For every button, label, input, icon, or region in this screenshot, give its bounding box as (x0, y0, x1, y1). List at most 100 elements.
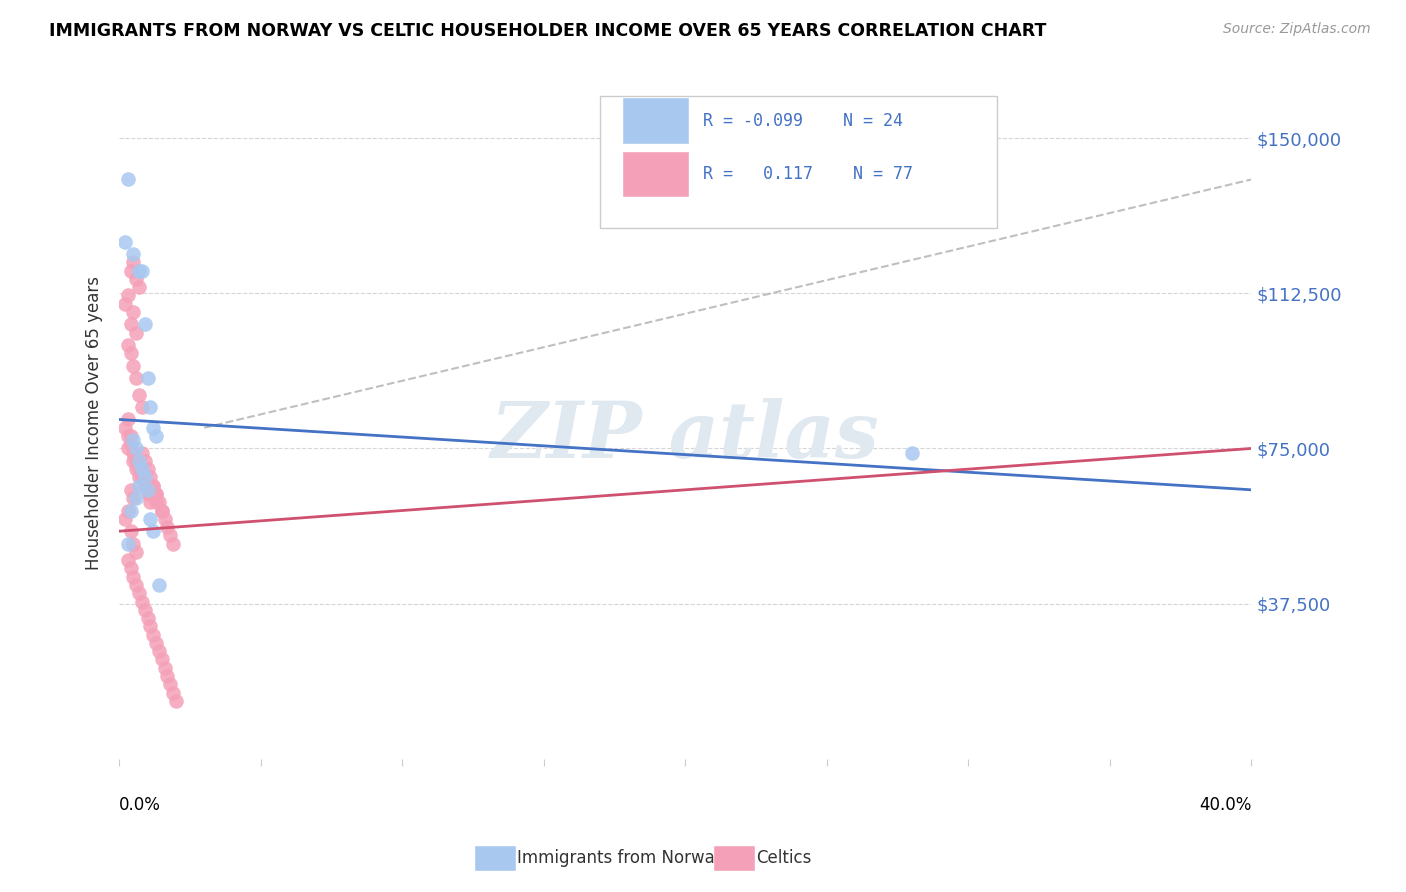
Point (125, 462, 148, 476)
Point (125, 272, 148, 286)
Point (131, 263, 153, 277)
Point (122, 454, 145, 468)
Point (128, 263, 150, 277)
Point (145, 636, 167, 650)
Point (125, 545, 148, 559)
Text: ZIP atlas: ZIP atlas (491, 398, 880, 475)
Point (139, 512, 162, 526)
Point (120, 524, 142, 539)
Point (128, 462, 150, 476)
Point (125, 326, 148, 340)
Point (142, 478, 165, 492)
Point (125, 454, 148, 468)
Point (142, 478, 165, 492)
Point (148, 578, 170, 592)
Point (139, 487, 162, 501)
Point (122, 255, 145, 269)
Point (131, 445, 153, 459)
Point (136, 611, 159, 625)
Point (153, 512, 176, 526)
Point (120, 263, 142, 277)
Point (900, 445, 922, 459)
Point (134, 478, 156, 492)
Point (128, 478, 150, 492)
Point (159, 528, 181, 542)
Point (131, 400, 153, 414)
Point (122, 433, 145, 447)
Point (142, 421, 165, 435)
Point (128, 462, 150, 476)
Text: 40.0%: 40.0% (1199, 796, 1251, 814)
Point (122, 359, 145, 373)
Point (122, 305, 145, 319)
Text: R =   0.117    N = 77: R = 0.117 N = 77 (703, 165, 914, 184)
Point (122, 445, 145, 459)
Point (150, 652, 173, 666)
Point (120, 429, 142, 443)
Point (148, 495, 170, 509)
Point (117, 429, 139, 443)
FancyBboxPatch shape (600, 96, 997, 227)
Point (136, 462, 159, 476)
Point (134, 478, 156, 492)
Point (150, 503, 173, 517)
Point (165, 694, 187, 708)
Point (117, 503, 139, 517)
FancyBboxPatch shape (623, 152, 689, 197)
Point (122, 536, 145, 550)
Text: Celtics: Celtics (756, 849, 811, 867)
Point (125, 371, 148, 385)
Point (136, 487, 159, 501)
Point (142, 627, 165, 641)
Point (122, 570, 145, 584)
Point (142, 524, 165, 539)
Point (162, 685, 184, 699)
Point (120, 437, 142, 451)
Point (117, 536, 139, 550)
Point (148, 644, 170, 658)
Point (134, 318, 156, 332)
Point (139, 400, 162, 414)
Point (117, 553, 139, 567)
Y-axis label: Householder Income Over 65 years: Householder Income Over 65 years (86, 276, 103, 570)
Point (120, 346, 142, 360)
Point (145, 487, 167, 501)
Text: Immigrants from Norway: Immigrants from Norway (517, 849, 725, 867)
Point (139, 619, 162, 633)
Point (117, 172, 139, 186)
Text: IMMIGRANTS FROM NORWAY VS CELTIC HOUSEHOLDER INCOME OVER 65 YEARS CORRELATION CH: IMMIGRANTS FROM NORWAY VS CELTIC HOUSEHO… (49, 22, 1046, 40)
Point (156, 669, 179, 683)
Point (131, 470, 153, 484)
Point (150, 503, 173, 517)
Text: Source: ZipAtlas.com: Source: ZipAtlas.com (1223, 22, 1371, 37)
Point (117, 288, 139, 302)
Point (125, 578, 148, 592)
Point (114, 235, 136, 249)
FancyBboxPatch shape (623, 98, 689, 144)
Point (136, 371, 159, 385)
Point (153, 661, 176, 675)
Point (122, 491, 145, 505)
Point (134, 603, 156, 617)
Point (128, 454, 150, 468)
Point (117, 412, 139, 426)
Point (139, 470, 162, 484)
Point (122, 247, 145, 261)
Point (159, 677, 181, 691)
Point (120, 561, 142, 575)
Point (125, 442, 148, 456)
Point (162, 536, 184, 550)
Point (114, 421, 136, 435)
Point (139, 495, 162, 509)
Point (156, 520, 179, 534)
Point (145, 487, 167, 501)
Point (145, 429, 167, 443)
Text: 0.0%: 0.0% (120, 796, 162, 814)
Point (120, 318, 142, 332)
Point (131, 470, 153, 484)
Point (117, 338, 139, 352)
Point (134, 470, 156, 484)
Point (117, 442, 139, 456)
Point (114, 296, 136, 310)
Point (120, 483, 142, 497)
